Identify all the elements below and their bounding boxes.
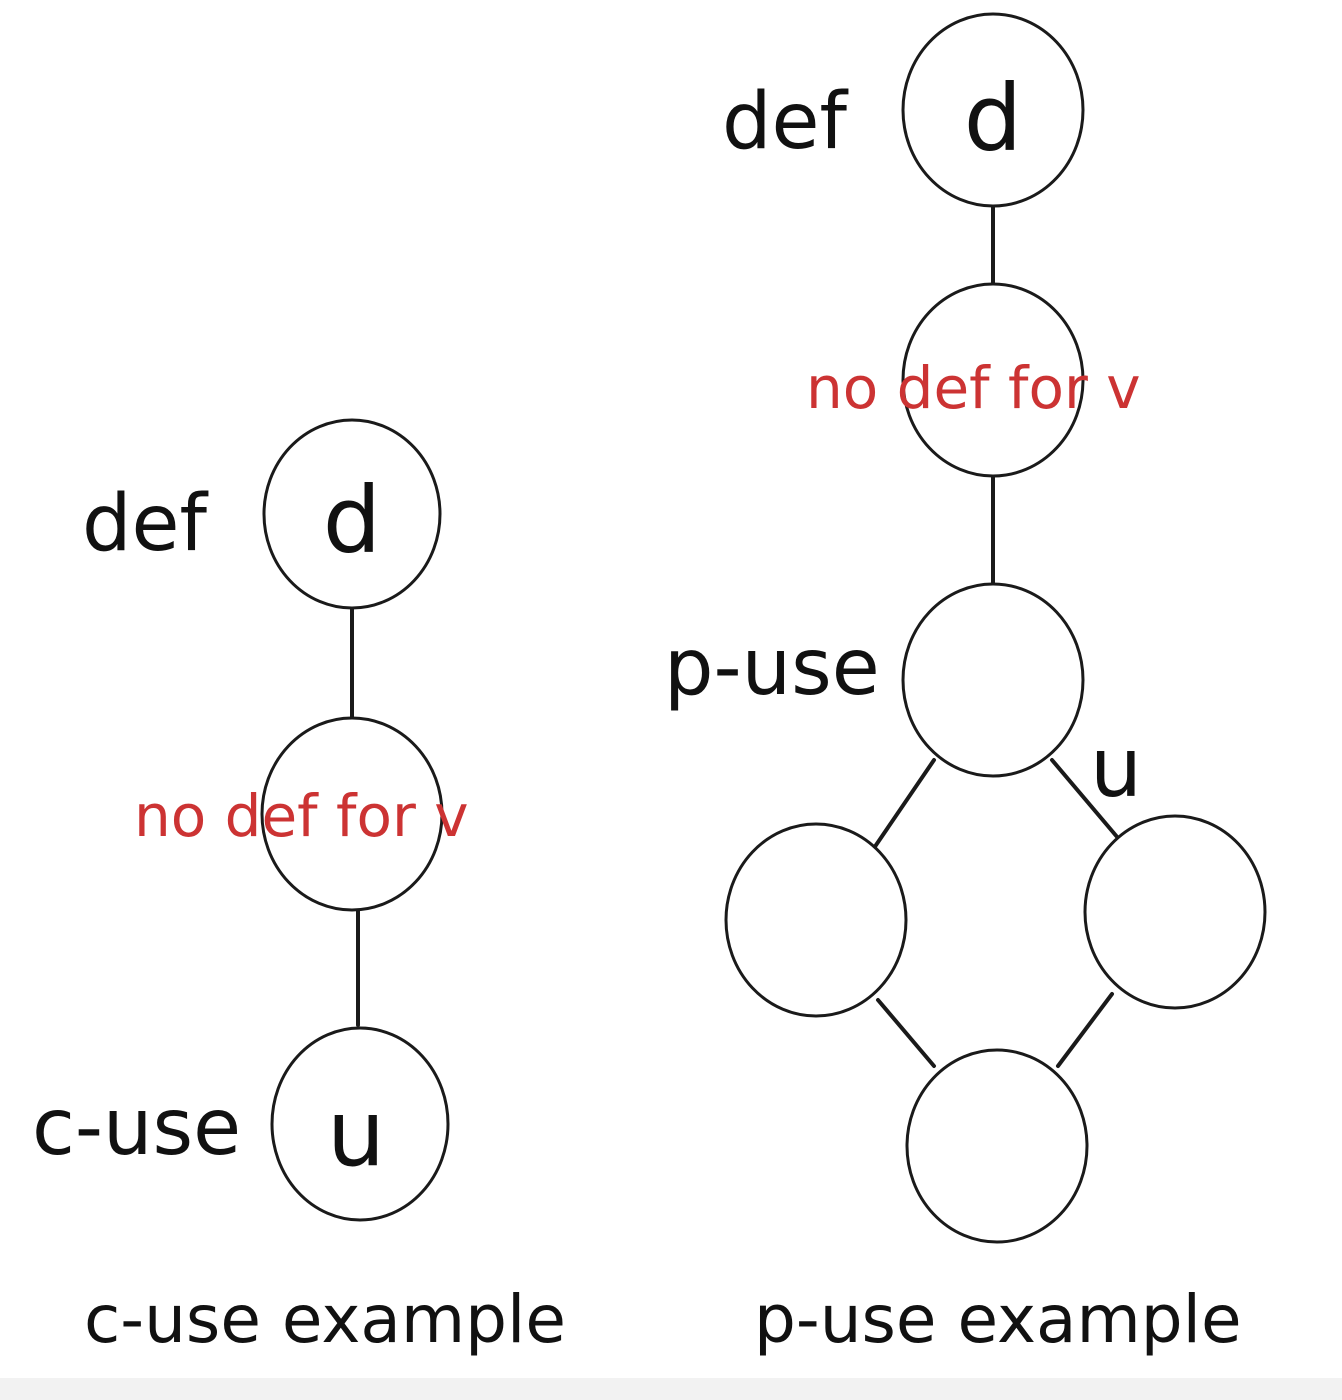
p-use-use-label: p-use — [664, 623, 880, 713]
p-use-mid-node — [901, 282, 1085, 478]
p-use-edge-right-to-bottom — [1056, 992, 1114, 1068]
c-use-use-node-letter: u — [327, 1080, 385, 1187]
c-use-graph: d def no def for v u c-use c-use example — [32, 418, 566, 1358]
c-use-caption: c-use example — [84, 1281, 566, 1358]
c-use-use-label: c-use — [32, 1083, 241, 1173]
p-use-edge-use-letter: u — [1090, 721, 1142, 816]
p-use-right-branch-node — [1083, 814, 1267, 1010]
c-use-use-node — [270, 1026, 450, 1222]
c-use-mid-node — [260, 716, 444, 912]
c-use-note: no def for v — [134, 782, 469, 850]
p-use-left-branch-node — [724, 822, 908, 1018]
p-use-def-label: def — [722, 77, 849, 167]
c-use-def-node-letter: d — [323, 467, 381, 574]
p-use-predicate-node — [901, 582, 1085, 778]
p-use-edge-pnode-to-right — [1050, 758, 1120, 840]
p-use-caption: p-use example — [754, 1281, 1242, 1358]
p-use-edge-pnode-to-left — [872, 758, 936, 850]
bottom-strip — [0, 1378, 1342, 1400]
c-use-def-label: def — [82, 479, 209, 569]
p-use-edge-left-to-bottom — [876, 998, 936, 1068]
p-use-def-node-letter: d — [964, 65, 1022, 172]
p-use-def-node — [901, 12, 1085, 208]
c-use-def-node — [262, 418, 442, 610]
p-use-graph: d def no def for v p-use u p-use example — [664, 12, 1267, 1358]
p-use-join-node — [905, 1048, 1089, 1244]
p-use-note: no def for v — [806, 354, 1141, 422]
